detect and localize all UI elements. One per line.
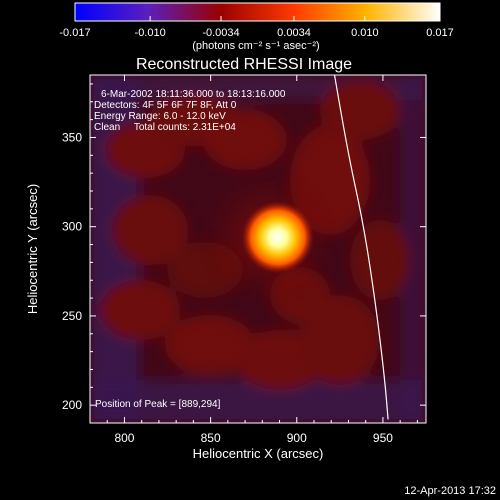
colorbar-tick-label: -0.010 xyxy=(135,27,166,39)
x-axis-label: Heliocentric X (arcsec) xyxy=(193,446,324,461)
annotation-energy: Energy Range: 6.0 - 12.0 keV xyxy=(94,111,226,122)
colorbar-units: (photons cm⁻² s⁻¹ asec⁻²) xyxy=(192,40,319,52)
y-axis-label: Heliocentric Y (arcsec) xyxy=(25,184,40,314)
y-tick-label: 250 xyxy=(62,309,82,323)
x-axis-ticks: 800 850 900 950 xyxy=(106,75,418,445)
observation-info: 6-Mar-2002 18:11:36.000 to 18:13:16.000 … xyxy=(94,89,286,133)
y-axis-ticks: 200 250 300 350 xyxy=(62,83,426,424)
colorbar-gradient xyxy=(74,2,441,22)
plot-frame xyxy=(89,74,427,424)
emission-mottling xyxy=(90,75,426,423)
x-tick-label: 950 xyxy=(373,431,393,445)
chart-title: Reconstructed RHESSI Image xyxy=(136,56,352,73)
y-tick-label: 200 xyxy=(62,398,82,412)
colorbar-ticks: -0.017 -0.010 -0.0034 0.0034 0.010 0.017 xyxy=(59,16,454,39)
solar-limb-curve xyxy=(333,75,389,420)
flare-source xyxy=(241,201,314,274)
peak-position-label: Position of Peak = [889,294] xyxy=(95,399,221,410)
y-tick-label: 300 xyxy=(62,220,82,234)
colorbar-tick-label: 0.010 xyxy=(351,27,379,39)
annotation-time-range: 6-Mar-2002 18:11:36.000 to 18:13:16.000 xyxy=(101,89,286,100)
annotation-clean-counts: Clean Total counts: 2.31E+04 xyxy=(94,122,236,133)
x-tick-label: 900 xyxy=(287,431,307,445)
colorbar-tick-label: -0.0034 xyxy=(202,27,239,39)
x-tick-label: 850 xyxy=(201,431,221,445)
timestamp-footer: 12-Apr-2013 17:32 xyxy=(404,485,496,497)
colorbar-tick-label: -0.017 xyxy=(59,27,90,39)
plot-area: 800 850 900 950 200 250 300 350 xyxy=(62,74,427,445)
colorbar: -0.017 -0.010 -0.0034 0.0034 0.010 0.017 (pho… xyxy=(59,2,454,52)
colorbar-tick-label: 0.017 xyxy=(426,27,454,39)
annotation-detectors: Detectors: 4F 5F 6F 7F 8F, Att 0 xyxy=(94,100,237,111)
x-tick-label: 800 xyxy=(114,431,134,445)
colorbar-tick-label: 0.0034 xyxy=(277,27,311,39)
y-tick-label: 350 xyxy=(62,130,82,144)
